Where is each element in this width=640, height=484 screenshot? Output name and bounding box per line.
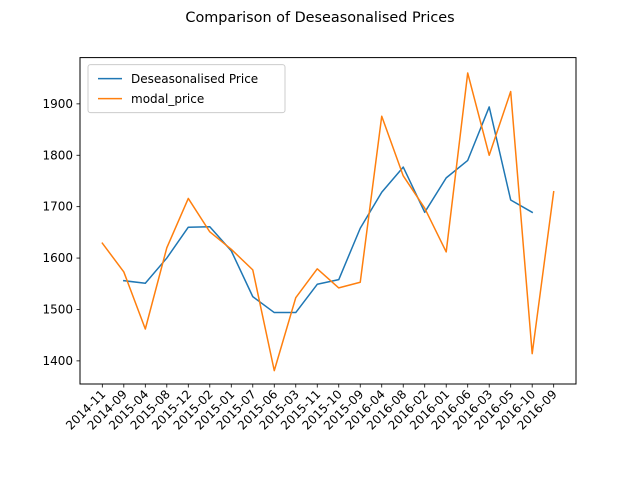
y-tick-label: 1400 (42, 354, 73, 368)
legend-label: modal_price (131, 92, 204, 106)
legend: Deseasonalised Price modal_price (88, 65, 285, 113)
y-tick-label: 1700 (42, 200, 73, 214)
y-tick-label: 1900 (42, 97, 73, 111)
y-tick-label: 1800 (42, 148, 73, 162)
y-tick-label: 1500 (42, 302, 73, 316)
x-axis: 2014-112014-092015-042015-082015-122015-… (63, 384, 560, 433)
y-tick-label: 1600 (42, 251, 73, 265)
legend-label: Deseasonalised Price (131, 72, 258, 86)
chart-title: Comparison of Deseasonalised Prices (185, 10, 454, 26)
